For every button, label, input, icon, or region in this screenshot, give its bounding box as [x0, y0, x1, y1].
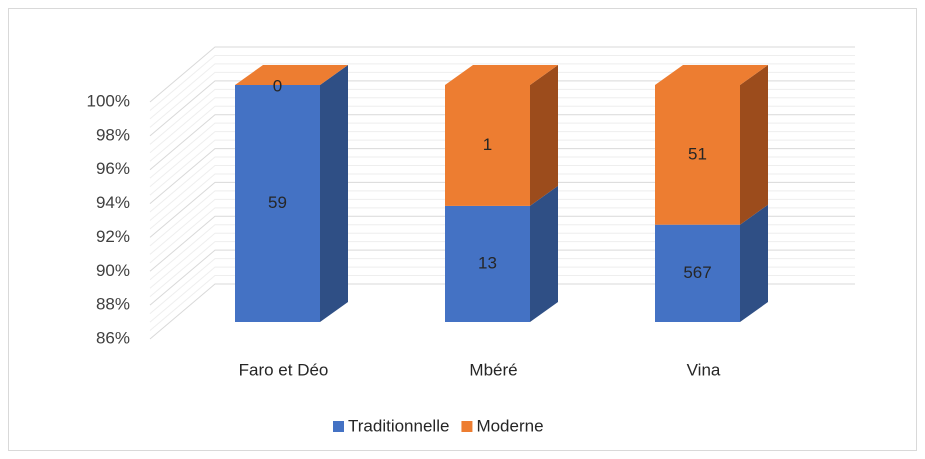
data-label: 59 [268, 193, 287, 212]
y-tick-label: 88% [96, 295, 130, 314]
bar-face [530, 185, 558, 322]
grid-line [149, 249, 855, 306]
y-tick-label: 94% [96, 193, 130, 212]
minor-grid-line [149, 224, 855, 281]
minor-grid-line [149, 207, 855, 264]
legend-swatch [333, 421, 344, 432]
y-tick-label: 92% [96, 227, 130, 246]
minor-grid-line [149, 54, 855, 111]
bar-face [445, 85, 530, 206]
y-tick-label: 100% [87, 91, 130, 110]
data-label: 13 [478, 253, 497, 272]
minor-grid-line [149, 258, 855, 314]
grid-line [149, 80, 855, 137]
grid-line [149, 114, 855, 171]
bar-face [320, 65, 348, 322]
minor-grid-line [149, 275, 855, 331]
y-tick-label: 90% [96, 261, 130, 280]
grid-line [149, 283, 855, 340]
minor-grid-line [149, 156, 855, 213]
bar-face [235, 65, 348, 85]
bar-face [445, 65, 558, 85]
bar-face [655, 85, 740, 225]
y-tick-label: 86% [96, 328, 130, 347]
minor-grid-line [149, 88, 855, 145]
x-tick-label: Faro et Déo [239, 360, 329, 379]
legend-swatch [461, 421, 473, 432]
bar-face [740, 204, 768, 322]
data-label: 0 [273, 76, 282, 95]
bar-segment [235, 65, 348, 322]
data-label: 1 [483, 135, 492, 154]
grid-line [149, 46, 855, 103]
minor-grid-line [149, 63, 855, 120]
minor-grid-line [149, 198, 855, 255]
data-label: 51 [688, 144, 707, 163]
bar-face [655, 65, 768, 85]
bar-face [445, 205, 530, 322]
bar-face [655, 224, 740, 322]
minor-grid-line [149, 190, 855, 247]
minor-grid-line [149, 241, 855, 298]
grid-line [149, 148, 855, 204]
bar-face [235, 85, 320, 322]
minor-grid-line [149, 173, 855, 230]
minor-grid-line [149, 97, 855, 154]
grid-line [149, 181, 855, 238]
minor-grid-line [149, 266, 855, 323]
minor-grid-line [149, 122, 855, 179]
y-tick-label: 96% [96, 159, 130, 178]
legend-label: Traditionnelle [348, 416, 449, 435]
x-tick-label: Vina [687, 360, 721, 379]
minor-grid-line [149, 131, 855, 188]
data-label: 567 [683, 263, 711, 282]
minor-grid-line [149, 232, 855, 289]
minor-grid-line [149, 165, 855, 221]
bar-segment [655, 65, 768, 225]
x-tick-label: Mbéré [469, 360, 517, 379]
bar-segment [445, 185, 558, 322]
minor-grid-line [149, 105, 855, 162]
minor-grid-line [149, 71, 855, 128]
bar-face [740, 65, 768, 225]
y-tick-label: 98% [96, 125, 130, 144]
bar-face [530, 65, 558, 206]
bar-segment [235, 65, 348, 85]
bar-segment [445, 65, 558, 206]
legend-label: Moderne [476, 416, 543, 435]
minor-grid-line [149, 139, 855, 196]
bar-segment [655, 204, 768, 322]
grid-line [149, 215, 855, 272]
